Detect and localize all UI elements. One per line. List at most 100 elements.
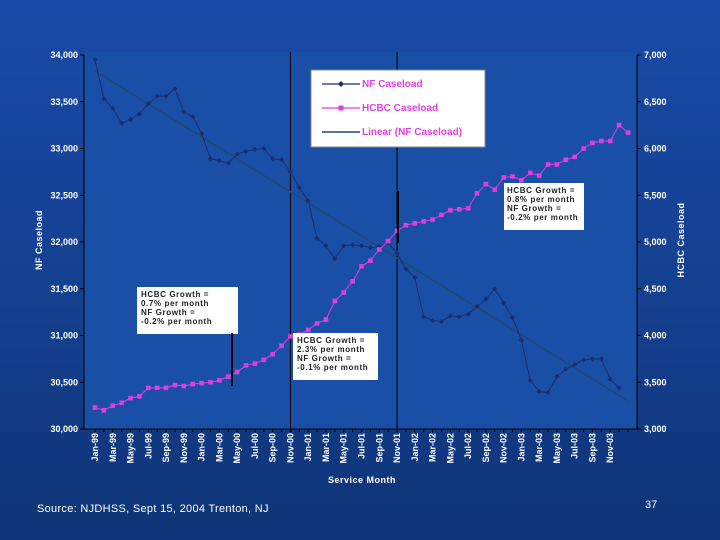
nf-point	[234, 151, 240, 157]
nf-point	[465, 311, 471, 317]
nf-point	[394, 250, 400, 256]
nf-point	[296, 185, 302, 191]
y-tick-right-label: 5,000	[644, 237, 667, 247]
hcbc-point	[545, 162, 551, 167]
hcbc-point	[501, 175, 506, 180]
hcbc-point	[92, 405, 98, 410]
x-tick-label: Jul-99	[143, 433, 153, 459]
y-ticks-left: 30,000 30,500 31,000 31,500 32,000 32,500 33,0…	[50, 50, 84, 434]
hcbc-point	[146, 385, 151, 391]
hcbc-point	[288, 334, 293, 339]
nf-point	[607, 376, 613, 383]
nf-point	[527, 377, 533, 383]
nf-point	[287, 169, 294, 175]
legend-label-nf: NF Caseload	[362, 79, 423, 90]
nf-point	[367, 245, 373, 251]
legend-marker-hcbc	[338, 105, 344, 111]
x-tick-label: Jul-00	[250, 433, 260, 459]
x-tick-label: Nov-99	[179, 433, 189, 463]
nf-point	[438, 318, 445, 325]
x-tick-label: Jul-02	[463, 433, 473, 459]
hcbc-point	[119, 400, 124, 406]
hcbc-point	[341, 290, 347, 295]
hcbc-point	[430, 217, 435, 222]
hcbc-point	[270, 351, 275, 357]
nf-point	[323, 243, 329, 249]
nf-point	[474, 303, 480, 310]
x-tick-label: Mar-03	[534, 433, 544, 462]
y-tick-right-label: 6,500	[644, 97, 667, 107]
hcbc-point	[190, 381, 196, 387]
nf-point	[598, 356, 604, 362]
hcbc-point	[305, 327, 311, 333]
nf-point	[332, 256, 338, 262]
nf-point	[456, 314, 462, 320]
hcbc-point	[137, 393, 142, 399]
annotation-3: HCBC Growth = 0.8% per month NF Growth =…	[504, 183, 584, 230]
source-note: Source: NJDHSS, Sept 15, 2004 Trenton, N…	[37, 503, 269, 515]
y-tick-left-label: 33,500	[50, 97, 78, 107]
trend-line-path	[94, 70, 629, 402]
x-tick-label: May-00	[232, 433, 242, 464]
y-tick-left-label: 30,500	[50, 377, 78, 387]
hcbc-point	[412, 221, 418, 226]
hcbc-point	[332, 298, 338, 304]
y-tick-left-label: 32,500	[50, 190, 78, 200]
nf-point	[616, 385, 622, 391]
y-tick-right-label: 3,000	[644, 424, 667, 434]
nf-point	[101, 96, 107, 102]
hcbc-point	[527, 170, 533, 176]
hcbc-point	[199, 380, 204, 386]
annotation-1: HCBC Growth = 0.7% per month NF Growth =…	[137, 287, 238, 334]
hcbc-point	[323, 317, 329, 322]
legend-label-hcbc: HCBC Caseload	[362, 103, 438, 114]
x-tick-label: Jan-01	[303, 433, 313, 462]
hcbc-point	[234, 369, 240, 375]
hcbc-point	[181, 383, 187, 389]
annotation-2-box	[293, 333, 378, 380]
annotation-3-box	[504, 183, 584, 230]
x-tick-label: Sep-03	[587, 433, 597, 463]
y-tick-right-label: 5,500	[644, 190, 667, 200]
y-tick-left-label: 32,000	[50, 237, 78, 247]
nf-point	[563, 366, 569, 372]
hcbc-point	[581, 146, 586, 151]
hcbc-point	[519, 177, 524, 183]
y-tick-left-label: 33,000	[50, 144, 78, 154]
x-tick-label: Sep-02	[481, 433, 491, 463]
hcbc-point	[359, 264, 364, 269]
nf-point	[536, 389, 542, 395]
nf-point	[314, 235, 320, 241]
hcbc-point	[510, 174, 515, 179]
hcbc-point	[607, 138, 613, 144]
hcbc-point	[252, 361, 258, 366]
nf-point	[270, 156, 276, 162]
x-tick-label: Jul-03	[570, 433, 580, 459]
nf-point	[127, 116, 134, 123]
hcbc-point	[616, 122, 622, 128]
legend-marker-nf	[338, 81, 344, 87]
hcbc-point	[217, 378, 222, 383]
x-tick-label: Nov-03	[605, 433, 615, 463]
hcbc-point	[590, 140, 595, 146]
y-ticks-right: 3,000 3,500 4,000 4,500 5,000 5,500 6,000 6,500…	[637, 50, 667, 434]
hcbc-point	[554, 162, 560, 167]
nf-point	[518, 337, 524, 343]
annotation-3-line-3: NF Growth =	[507, 204, 561, 213]
hcbc-point	[492, 187, 498, 192]
nf-point	[572, 361, 578, 368]
hcbc-point	[572, 154, 577, 160]
nf-point	[492, 286, 498, 292]
x-tick-label: Jul-01	[357, 433, 367, 459]
nf-point	[207, 156, 214, 162]
nf-point	[119, 120, 125, 126]
x-tick-label: Mar-01	[321, 433, 331, 462]
hcbc-point	[599, 138, 604, 144]
nf-point	[252, 146, 258, 153]
nf-point	[110, 105, 116, 111]
hcbc-point	[456, 206, 462, 212]
nf-point	[545, 389, 551, 396]
hcbc-point	[376, 247, 382, 252]
annotation-1-line-1: HCBC Growth =	[141, 290, 209, 299]
x-tick-label: Mar-02	[428, 433, 438, 462]
